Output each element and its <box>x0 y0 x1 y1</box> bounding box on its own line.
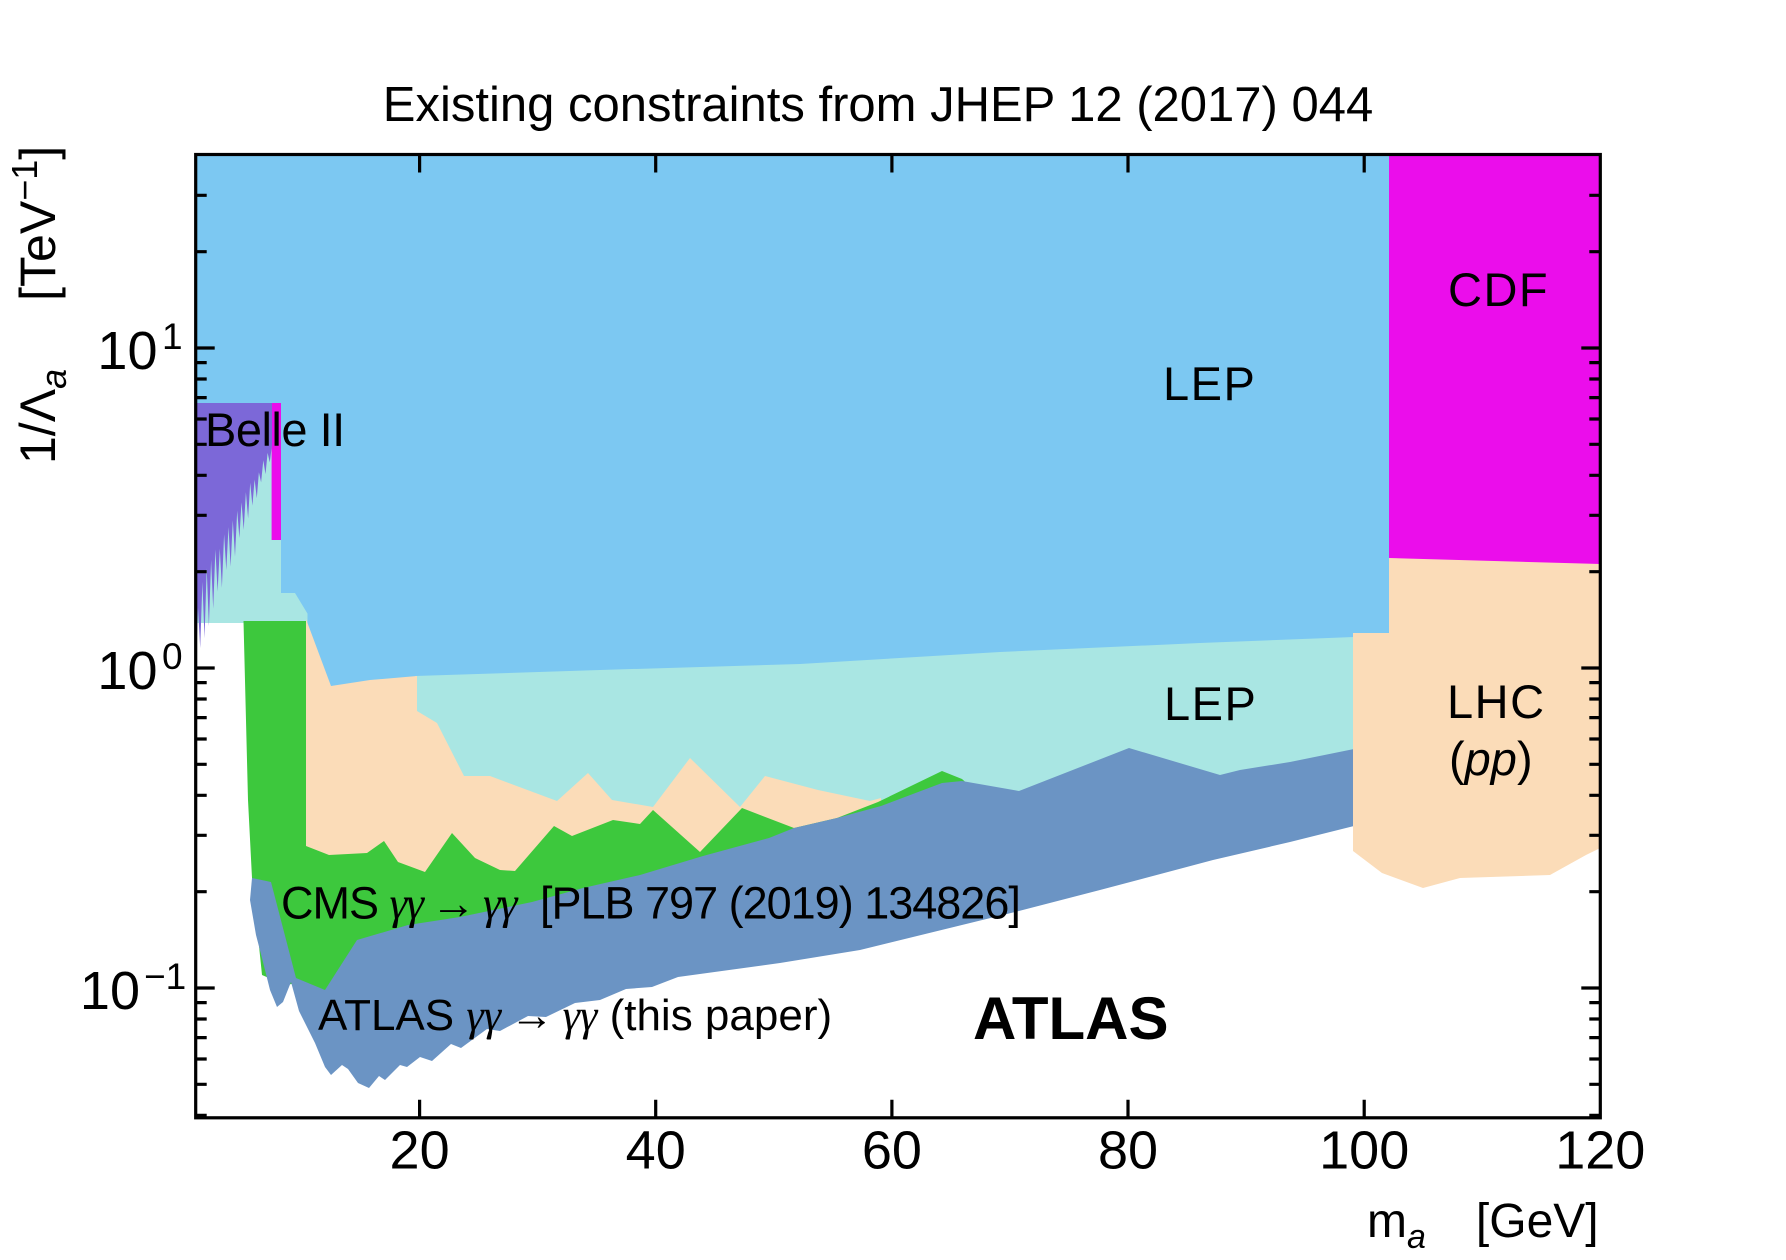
svg-text:20: 20 <box>390 1121 450 1181</box>
svg-text:Existing constraints from JHEP: Existing constraints from JHEP 12 (2017)… <box>383 78 1373 132</box>
svg-text:120: 120 <box>1555 1121 1645 1181</box>
svg-text:LEP: LEP <box>1164 677 1257 730</box>
svg-text:LHC: LHC <box>1447 675 1546 728</box>
svg-text:40: 40 <box>626 1121 686 1181</box>
svg-text:ATLAS: ATLAS <box>973 985 1169 1052</box>
svg-text:CDF: CDF <box>1448 263 1549 316</box>
svg-text:CMS γγ → γγ [PLB 797 (2019) 13: CMS γγ → γγ [PLB 797 (2019) 134826] <box>281 878 1020 929</box>
svg-text:60: 60 <box>862 1121 922 1181</box>
svg-text:100: 100 <box>1319 1121 1409 1181</box>
svg-text:(pp): (pp) <box>1449 732 1533 785</box>
svg-text:Belle II: Belle II <box>205 403 345 456</box>
svg-text:10: 10 <box>97 321 157 381</box>
svg-text:10: 10 <box>97 641 157 701</box>
svg-text:1: 1 <box>162 316 183 357</box>
svg-text:1/Λa[TeV−1]: 1/Λa[TeV−1] <box>4 146 74 464</box>
svg-text:10: 10 <box>80 961 140 1021</box>
svg-text:80: 80 <box>1098 1121 1158 1181</box>
svg-text:ma[GeV]: ma [GeV] <box>1367 1195 1599 1256</box>
svg-text:0: 0 <box>162 636 183 677</box>
svg-text:−1: −1 <box>144 956 186 997</box>
svg-text:ATLAS γγ → γγ (this paper): ATLAS γγ → γγ (this paper) <box>318 991 832 1040</box>
svg-text:LEP: LEP <box>1163 357 1256 410</box>
